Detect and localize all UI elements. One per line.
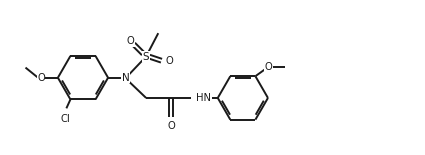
Text: O: O bbox=[264, 62, 272, 72]
Text: N: N bbox=[122, 73, 130, 83]
Text: O: O bbox=[127, 36, 135, 46]
Text: Cl: Cl bbox=[61, 114, 71, 124]
Text: O: O bbox=[167, 121, 175, 131]
Text: S: S bbox=[143, 52, 150, 62]
Text: HN: HN bbox=[196, 93, 211, 103]
Text: O: O bbox=[37, 73, 45, 83]
Text: O: O bbox=[165, 56, 173, 66]
